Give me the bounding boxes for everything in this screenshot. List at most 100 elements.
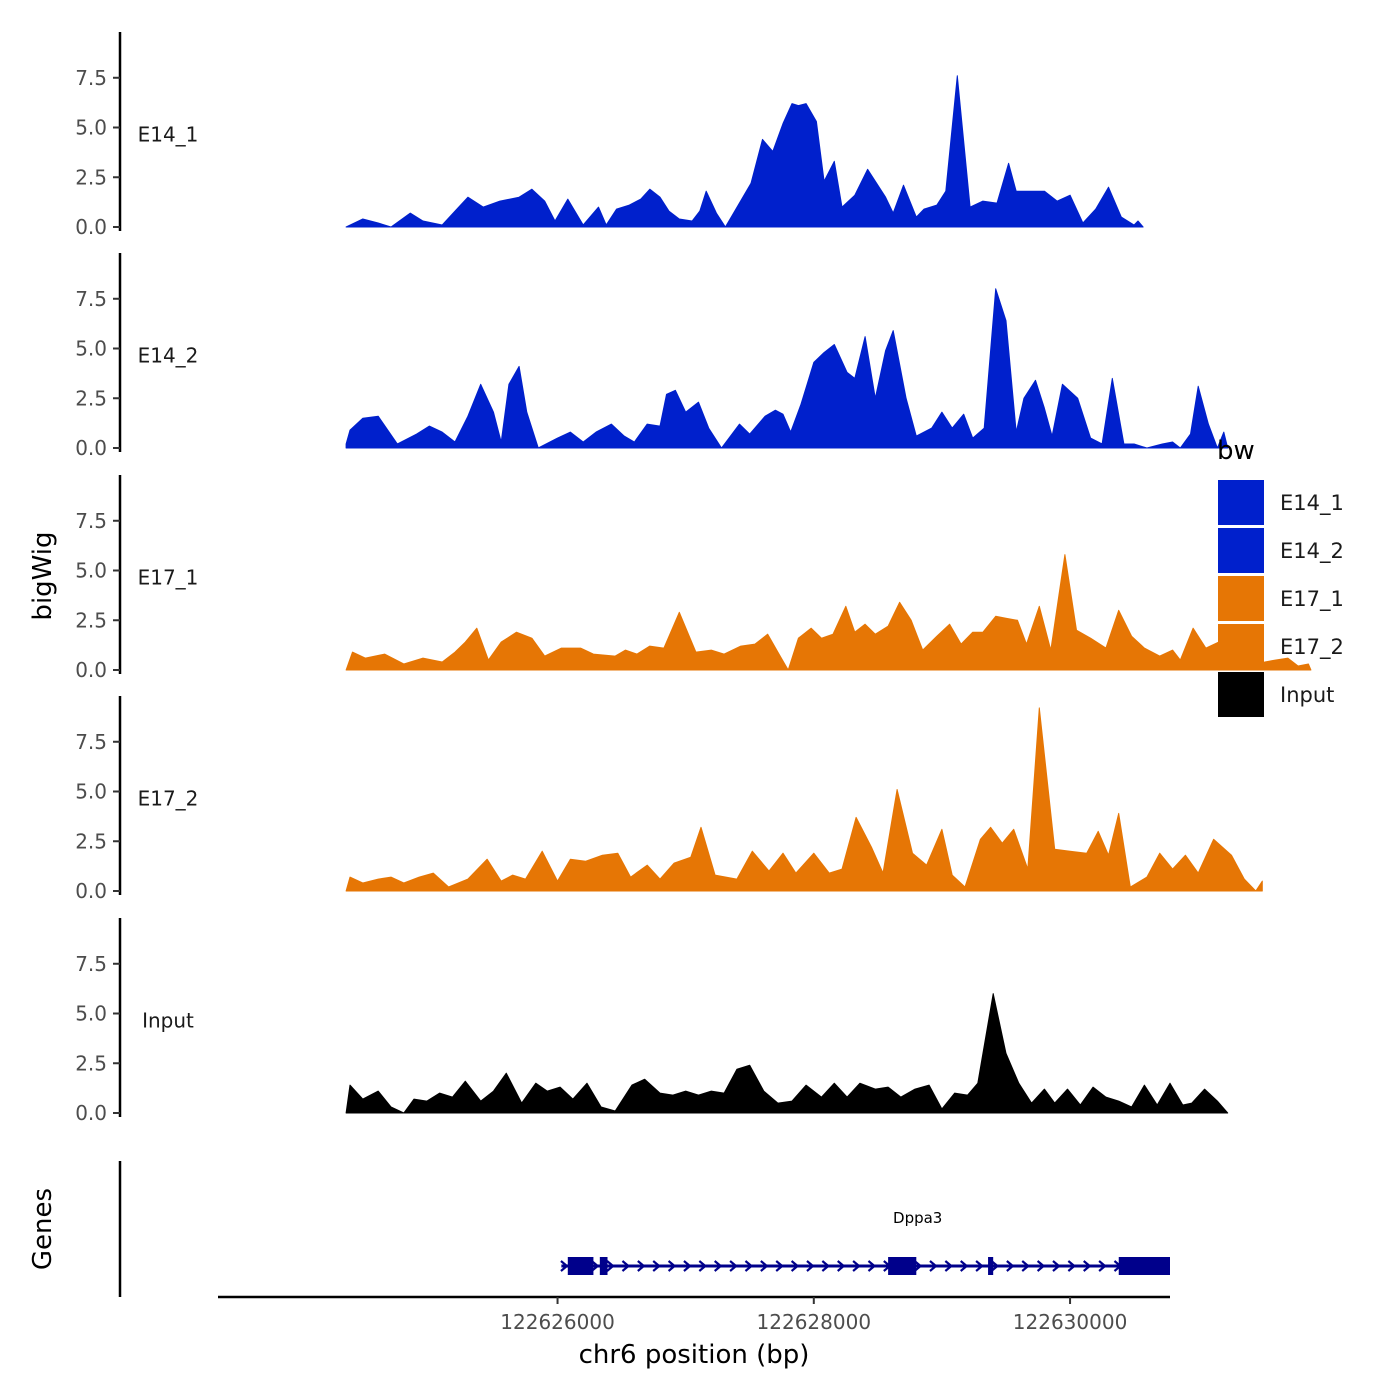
gene-strand-arrow-10 (713, 1260, 723, 1272)
gene-strand-arrow-25 (944, 1260, 954, 1272)
track-label-E17_2: E17_2 (138, 786, 199, 810)
gene-strand-arrow-12 (744, 1260, 754, 1272)
gene-model-dppa3 (560, 1257, 1170, 1275)
x-axis-title: chr6 position (bp) (579, 1340, 810, 1370)
x-tick-label-0: 122626000 (500, 1310, 615, 1334)
signal-area-E14_2 (345, 288, 1229, 449)
gene-strand-arrow-4 (621, 1260, 631, 1272)
gene-strand-arrow-3 (606, 1260, 615, 1272)
track-label-E14_2: E14_2 (138, 343, 199, 367)
legend-label-E14_1: E14_1 (1280, 491, 1344, 516)
gene-exon-1 (599, 1257, 608, 1275)
gene-strand-arrow-31 (1036, 1260, 1046, 1272)
y-tick-label-E17_1-2: 5.0 (75, 559, 107, 583)
y-tick-label-E17_1-0: 0.0 (75, 658, 107, 682)
gene-strand-arrow-5 (637, 1260, 646, 1272)
y-tick-label-E17_2-3: 7.5 (75, 730, 107, 754)
gene-strand-arrow-23 (913, 1260, 923, 1272)
x-tick-label-2: 122630000 (1013, 1310, 1128, 1334)
gene-strand-arrow-6 (652, 1260, 661, 1272)
gene-strand-arrow-34 (1083, 1260, 1092, 1272)
y-tick-label-E17_1-3: 7.5 (75, 509, 107, 533)
gene-exon-2 (888, 1257, 917, 1275)
signal-area-E17_2 (345, 707, 1263, 892)
gene-strand-arrow-2 (590, 1260, 600, 1272)
legend-key-Input (1218, 672, 1264, 717)
x-axis: 122626000 122628000 122630000 chr6 positio… (218, 1295, 1170, 1370)
y-tick-label-Input-0: 0.0 (75, 1101, 107, 1125)
track-E17_1: 0.0 2.5 5.0 7.5 E17_1 (75, 475, 1312, 682)
legend-label-Input: Input (1280, 683, 1334, 707)
gene-strand-arrow-15 (790, 1260, 800, 1272)
y-tick-label-E14_1-3: 7.5 (75, 66, 107, 90)
track-E14_2: 0.0 2.5 5.0 7.5 E14_2 (75, 253, 1229, 460)
legend-key-E14_1 (1218, 480, 1264, 525)
y-tick-label-E14_1-2: 5.0 (75, 116, 107, 140)
y-tick-label-Input-3: 7.5 (75, 952, 107, 976)
genes-track-title: Genes (28, 1188, 58, 1270)
gene-strand-arrow-19 (852, 1260, 861, 1272)
legend-title: bw (1217, 436, 1255, 466)
x-tick-label-1: 122628000 (757, 1310, 872, 1334)
track-label-Input: Input (142, 1008, 194, 1032)
gene-strand-arrow-32 (1052, 1260, 1061, 1272)
gene-exon-0 (567, 1257, 594, 1275)
legend-key-E17_2 (1218, 624, 1264, 669)
y-tick-label-E14_2-3: 7.5 (75, 287, 107, 311)
gene-strand-arrow-30 (1021, 1260, 1030, 1272)
gene-strand-arrow-14 (775, 1260, 784, 1272)
track-label-E14_1: E14_1 (138, 122, 199, 146)
signal-area-E14_1 (345, 75, 1144, 228)
gene-exon-4 (1118, 1257, 1170, 1275)
gene-strand-arrow-26 (960, 1260, 969, 1272)
genes-panel: Genes Dppa3 (28, 1161, 1170, 1297)
y-tick-label-E17_2-2: 5.0 (75, 780, 107, 804)
gene-exon-3 (988, 1257, 994, 1275)
gene-strand-arrow-11 (729, 1260, 738, 1272)
y-tick-label-E14_2-1: 2.5 (75, 386, 107, 410)
gene-label-dppa3: Dppa3 (893, 1209, 942, 1227)
gene-strand-arrow-0 (560, 1260, 569, 1272)
x-axis-ticks: 122626000 122628000 122630000 (500, 1297, 1127, 1334)
y-tick-label-E17_2-0: 0.0 (75, 879, 107, 903)
gene-strand-arrow-35 (1098, 1260, 1107, 1272)
track-E14_1: 0.0 2.5 5.0 7.5 E14_1 (75, 32, 1144, 239)
legend-key-E14_2 (1218, 528, 1264, 573)
y-tick-label-E14_2-0: 0.0 (75, 436, 107, 460)
gene-strand-arrow-9 (698, 1260, 708, 1272)
legend-label-E17_2: E17_2 (1280, 635, 1344, 660)
signal-area-E17_1 (345, 554, 1312, 671)
legend-entries: E14_1 E14_2 E17_1 E17_2 Input (1218, 480, 1344, 717)
y-tick-label-E14_1-1: 2.5 (75, 165, 107, 189)
y-tick-label-Input-1: 2.5 (75, 1051, 107, 1075)
gene-strand-arrow-18 (837, 1260, 846, 1272)
legend-label-E14_2: E14_2 (1280, 539, 1344, 564)
gene-strand-arrow-7 (667, 1260, 677, 1272)
legend-label-E17_1: E17_1 (1280, 587, 1344, 612)
gene-strand-arrow-27 (975, 1260, 984, 1272)
track-Input: 0.0 2.5 5.0 7.5 Input (75, 918, 1229, 1125)
y-tick-label-E14_1-0: 0.0 (75, 215, 107, 239)
y-tick-label-E17_2-1: 2.5 (75, 829, 107, 853)
legend-key-E17_1 (1218, 576, 1264, 621)
gene-strand-arrow-24 (929, 1260, 938, 1272)
y-tick-label-E17_1-1: 2.5 (75, 608, 107, 632)
gene-strand-arrow-16 (806, 1260, 815, 1272)
y-tick-label-E14_2-2: 5.0 (75, 337, 107, 361)
gene-strand-arrow-28 (990, 1260, 1000, 1272)
legend: bw E14_1 E14_2 E17_1 E17_2 Input (1217, 436, 1344, 717)
signal-area-Input (345, 993, 1229, 1114)
gene-strand-arrow-29 (1006, 1260, 1015, 1272)
gene-strand-arrow-33 (1067, 1260, 1077, 1272)
track-E17_2: 0.0 2.5 5.0 7.5 E17_2 (75, 696, 1263, 903)
signal-tracks: 0.0 2.5 5.0 7.5 E14_1 0.0 2.5 5.0 7.5 E14_2 0.0 2.5… (75, 32, 1312, 1125)
gene-strand-arrow-20 (867, 1260, 877, 1272)
y-tick-label-Input-2: 5.0 (75, 1002, 107, 1026)
gene-strand-arrow-13 (760, 1260, 769, 1272)
gene-strand-arrow-8 (683, 1260, 692, 1272)
gene-strand-arrow-17 (821, 1260, 831, 1272)
track-label-E17_1: E17_1 (138, 565, 199, 589)
y-axis-title: bigWig (28, 531, 58, 620)
